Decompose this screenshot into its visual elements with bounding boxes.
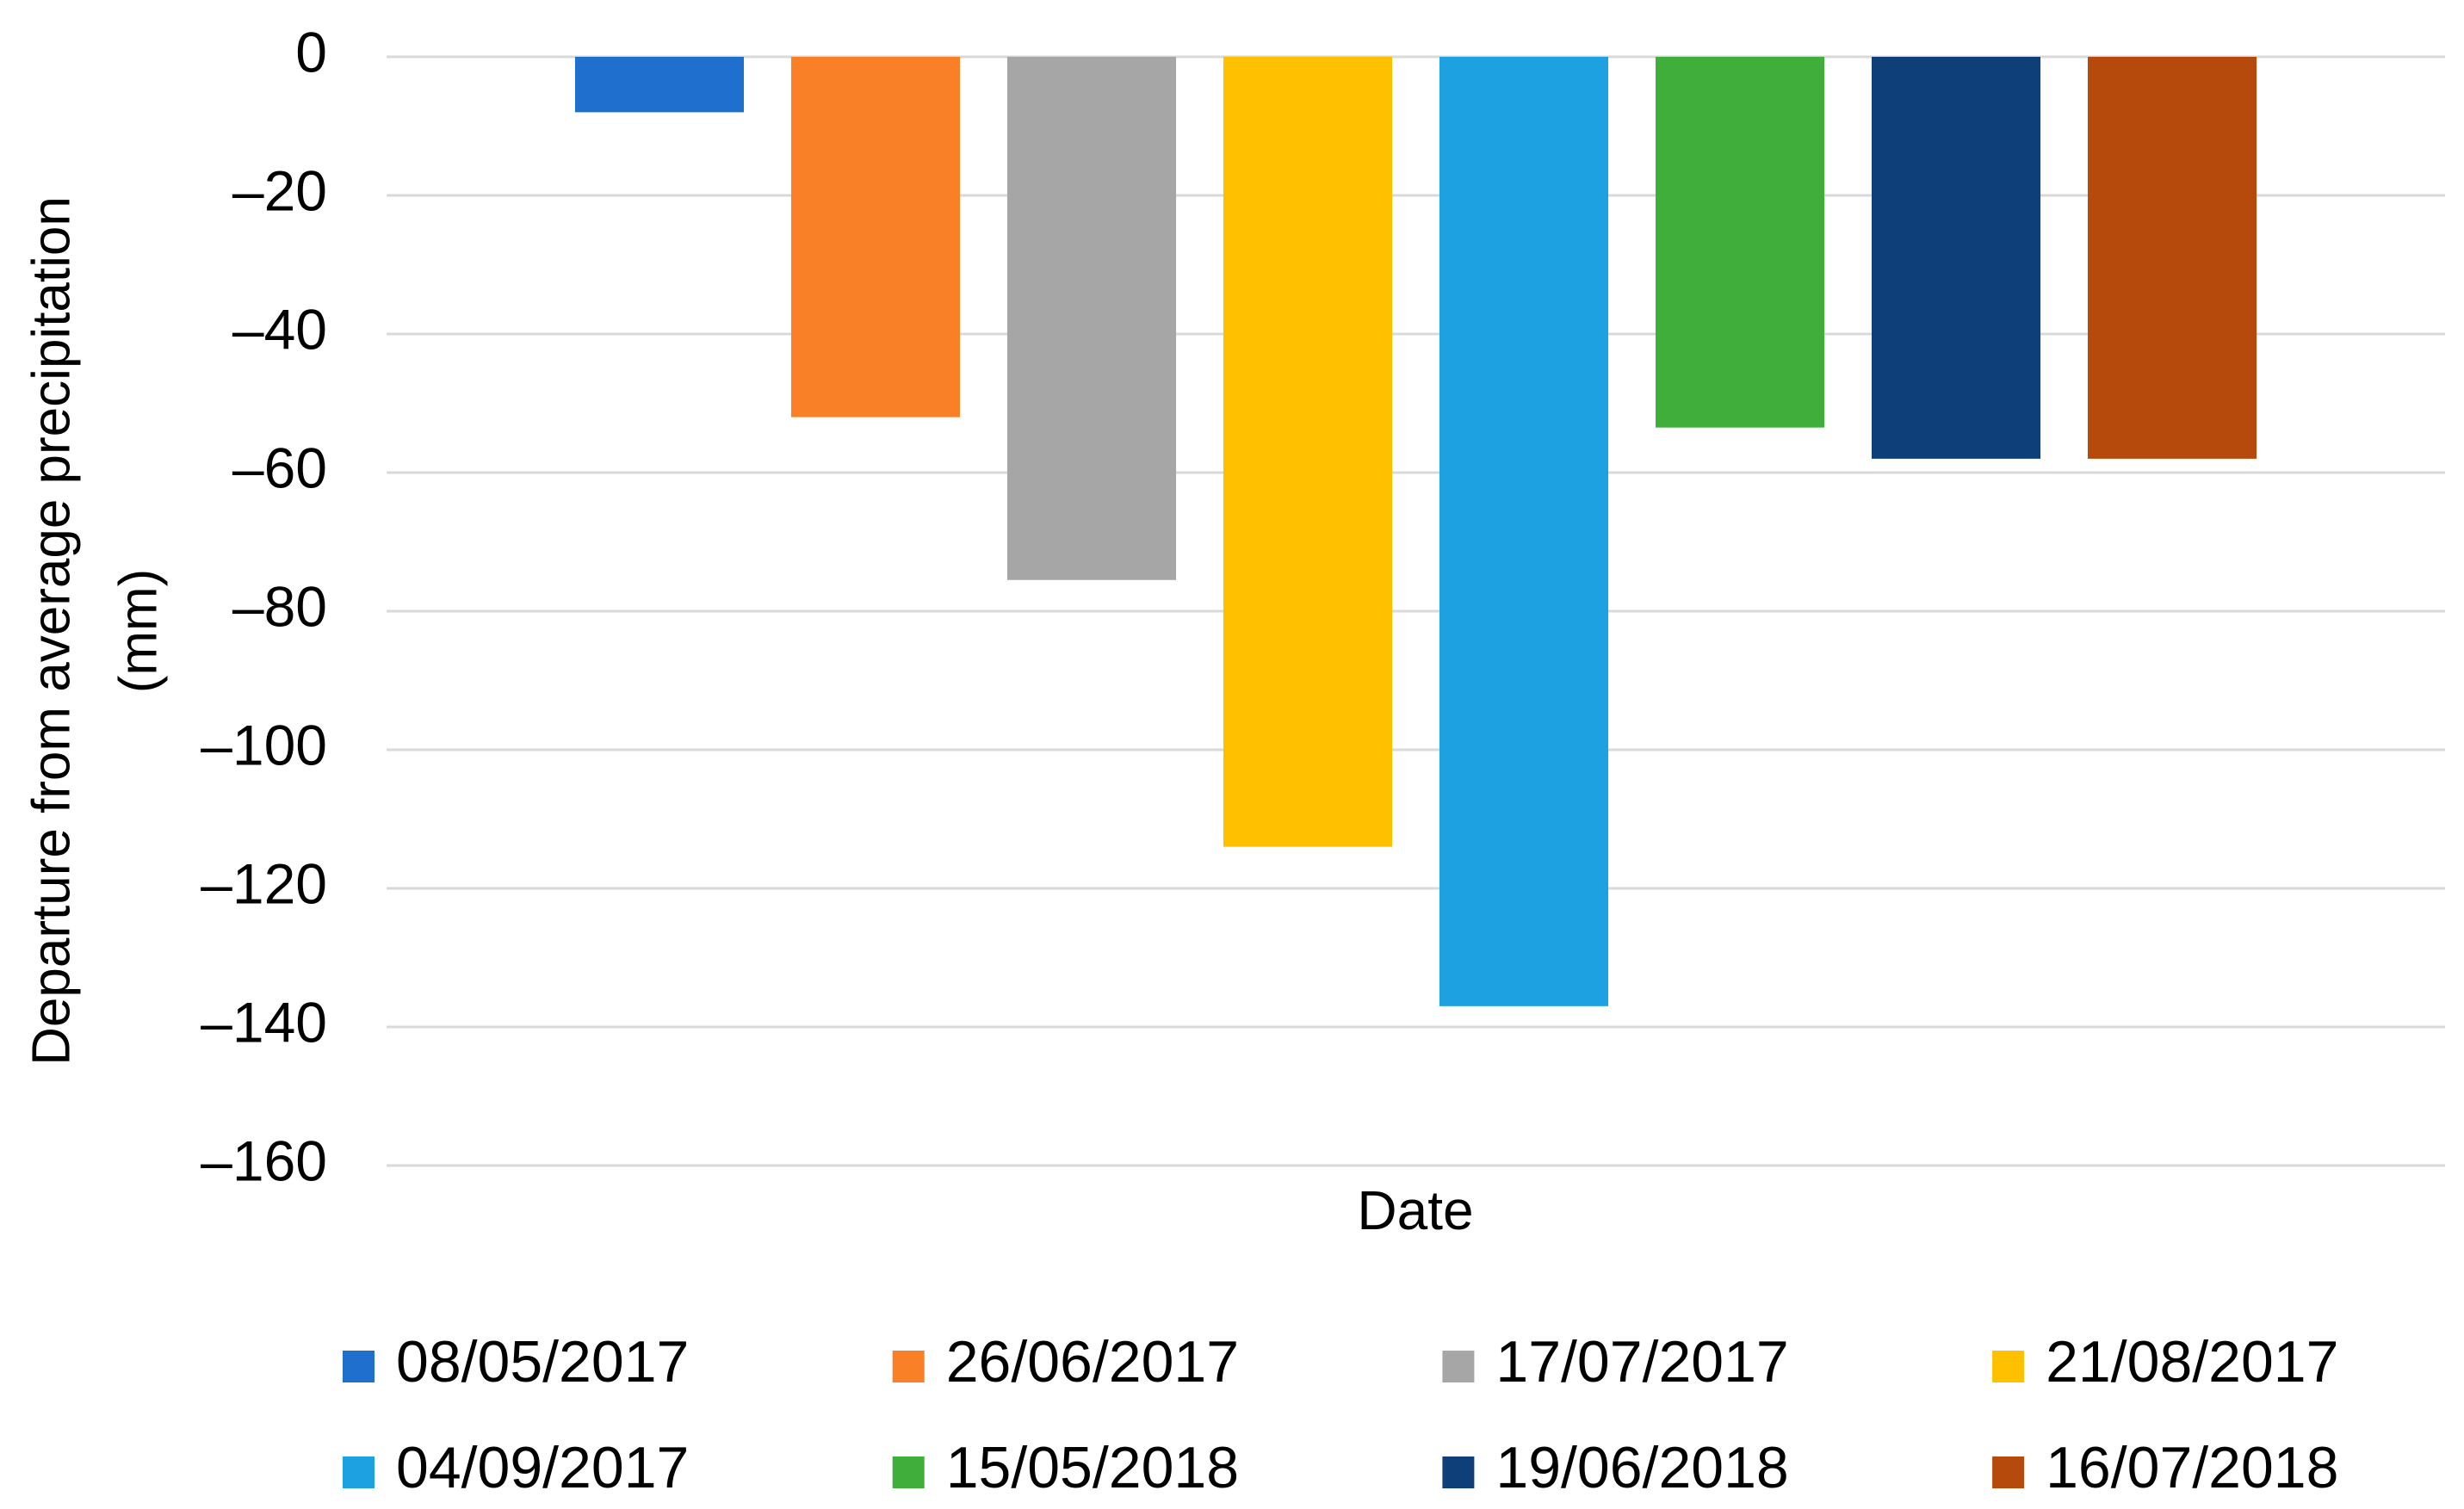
legend-label: 08/05/2017 [396, 1329, 689, 1395]
legend-swatch [1442, 1456, 1475, 1488]
legend-swatch [892, 1351, 925, 1382]
legend-swatch [1442, 1351, 1475, 1382]
legend-swatch [1992, 1351, 2025, 1382]
x-axis-title: Date [1357, 1179, 1473, 1241]
bar [1872, 57, 2041, 459]
bar [1223, 57, 1393, 847]
y-tick-label: –120 [201, 851, 327, 915]
bar [790, 57, 960, 417]
bar [1655, 57, 1825, 428]
legend-label: 15/05/2018 [946, 1435, 1239, 1500]
y-tick-label: –40 [232, 297, 327, 361]
bar [574, 57, 744, 113]
bar [2088, 57, 2257, 459]
legend-label: 19/06/2018 [1495, 1435, 1788, 1500]
bar [1439, 57, 1609, 1006]
legend-label: 26/06/2017 [946, 1329, 1239, 1395]
legend-label: 16/07/2018 [2046, 1435, 2338, 1500]
y-axis-title: Departure from average precipitation [22, 196, 81, 1066]
y-tick-label: –140 [201, 990, 327, 1054]
y-tick-label: –100 [201, 713, 327, 776]
legend-swatch [892, 1456, 925, 1488]
y-tick-label: –80 [232, 574, 327, 638]
legend-swatch [343, 1351, 375, 1382]
y-axis-title: (mm) [108, 569, 168, 694]
y-tick-label: –160 [201, 1129, 327, 1192]
legend-label: 17/07/2017 [1495, 1329, 1788, 1395]
legend-label: 21/08/2017 [2046, 1329, 2338, 1395]
legend-label: 04/09/2017 [396, 1435, 689, 1500]
y-tick-label: 0 [295, 20, 327, 83]
y-tick-label: –20 [232, 158, 327, 222]
legend-swatch [1992, 1456, 2025, 1488]
y-tick-label: –60 [232, 436, 327, 499]
bar [1006, 57, 1177, 580]
legend-swatch [343, 1456, 375, 1488]
